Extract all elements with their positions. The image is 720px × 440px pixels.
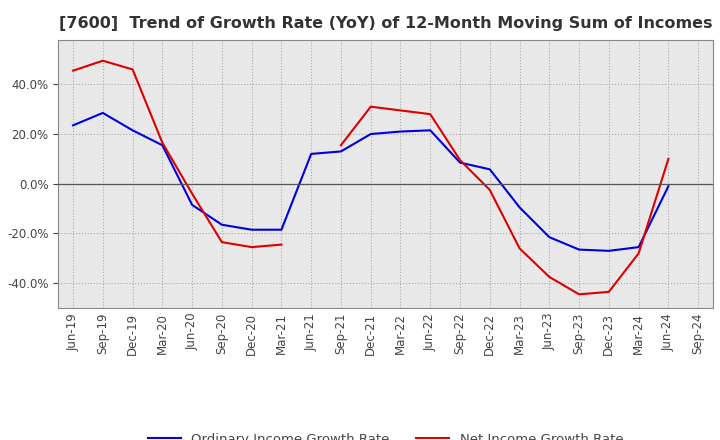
Net Income Growth Rate: [188, 191, 197, 196]
Net Income Growth Rate: [396, 108, 405, 113]
Net Income Growth Rate: [456, 158, 464, 163]
Net Income Growth Rate: [485, 187, 494, 193]
Net Income Growth Rate: [575, 292, 583, 297]
Net Income Growth Rate: [68, 68, 77, 73]
Net Income Growth Rate: [158, 140, 166, 145]
Net Income Growth Rate: [605, 289, 613, 294]
Ordinary Income Growth Rate: [307, 151, 315, 157]
Title: [7600]  Trend of Growth Rate (YoY) of 12-Month Moving Sum of Incomes: [7600] Trend of Growth Rate (YoY) of 12-…: [59, 16, 712, 32]
Net Income Growth Rate: [99, 58, 107, 63]
Ordinary Income Growth Rate: [664, 183, 672, 189]
Net Income Growth Rate: [366, 104, 375, 109]
Net Income Growth Rate: [217, 239, 226, 245]
Net Income Growth Rate: [426, 111, 435, 117]
Ordinary Income Growth Rate: [366, 132, 375, 137]
Ordinary Income Growth Rate: [188, 202, 197, 208]
Net Income Growth Rate: [664, 156, 672, 161]
Net Income Growth Rate: [337, 143, 346, 148]
Legend: Ordinary Income Growth Rate, Net Income Growth Rate: Ordinary Income Growth Rate, Net Income …: [143, 427, 629, 440]
Ordinary Income Growth Rate: [396, 129, 405, 134]
Net Income Growth Rate: [248, 245, 256, 250]
Net Income Growth Rate: [634, 251, 643, 256]
Net Income Growth Rate: [545, 274, 554, 279]
Ordinary Income Growth Rate: [634, 245, 643, 250]
Net Income Growth Rate: [277, 242, 286, 247]
Ordinary Income Growth Rate: [516, 205, 524, 210]
Line: Ordinary Income Growth Rate: Ordinary Income Growth Rate: [73, 113, 668, 251]
Net Income Growth Rate: [516, 246, 524, 251]
Ordinary Income Growth Rate: [277, 227, 286, 232]
Ordinary Income Growth Rate: [605, 248, 613, 253]
Ordinary Income Growth Rate: [545, 235, 554, 240]
Ordinary Income Growth Rate: [128, 128, 137, 133]
Ordinary Income Growth Rate: [456, 160, 464, 165]
Ordinary Income Growth Rate: [575, 247, 583, 252]
Ordinary Income Growth Rate: [426, 128, 435, 133]
Line: Net Income Growth Rate: Net Income Growth Rate: [73, 61, 668, 294]
Ordinary Income Growth Rate: [68, 123, 77, 128]
Ordinary Income Growth Rate: [217, 222, 226, 227]
Net Income Growth Rate: [128, 67, 137, 72]
Ordinary Income Growth Rate: [248, 227, 256, 232]
Ordinary Income Growth Rate: [337, 149, 346, 154]
Ordinary Income Growth Rate: [158, 143, 166, 148]
Ordinary Income Growth Rate: [485, 167, 494, 172]
Ordinary Income Growth Rate: [99, 110, 107, 116]
